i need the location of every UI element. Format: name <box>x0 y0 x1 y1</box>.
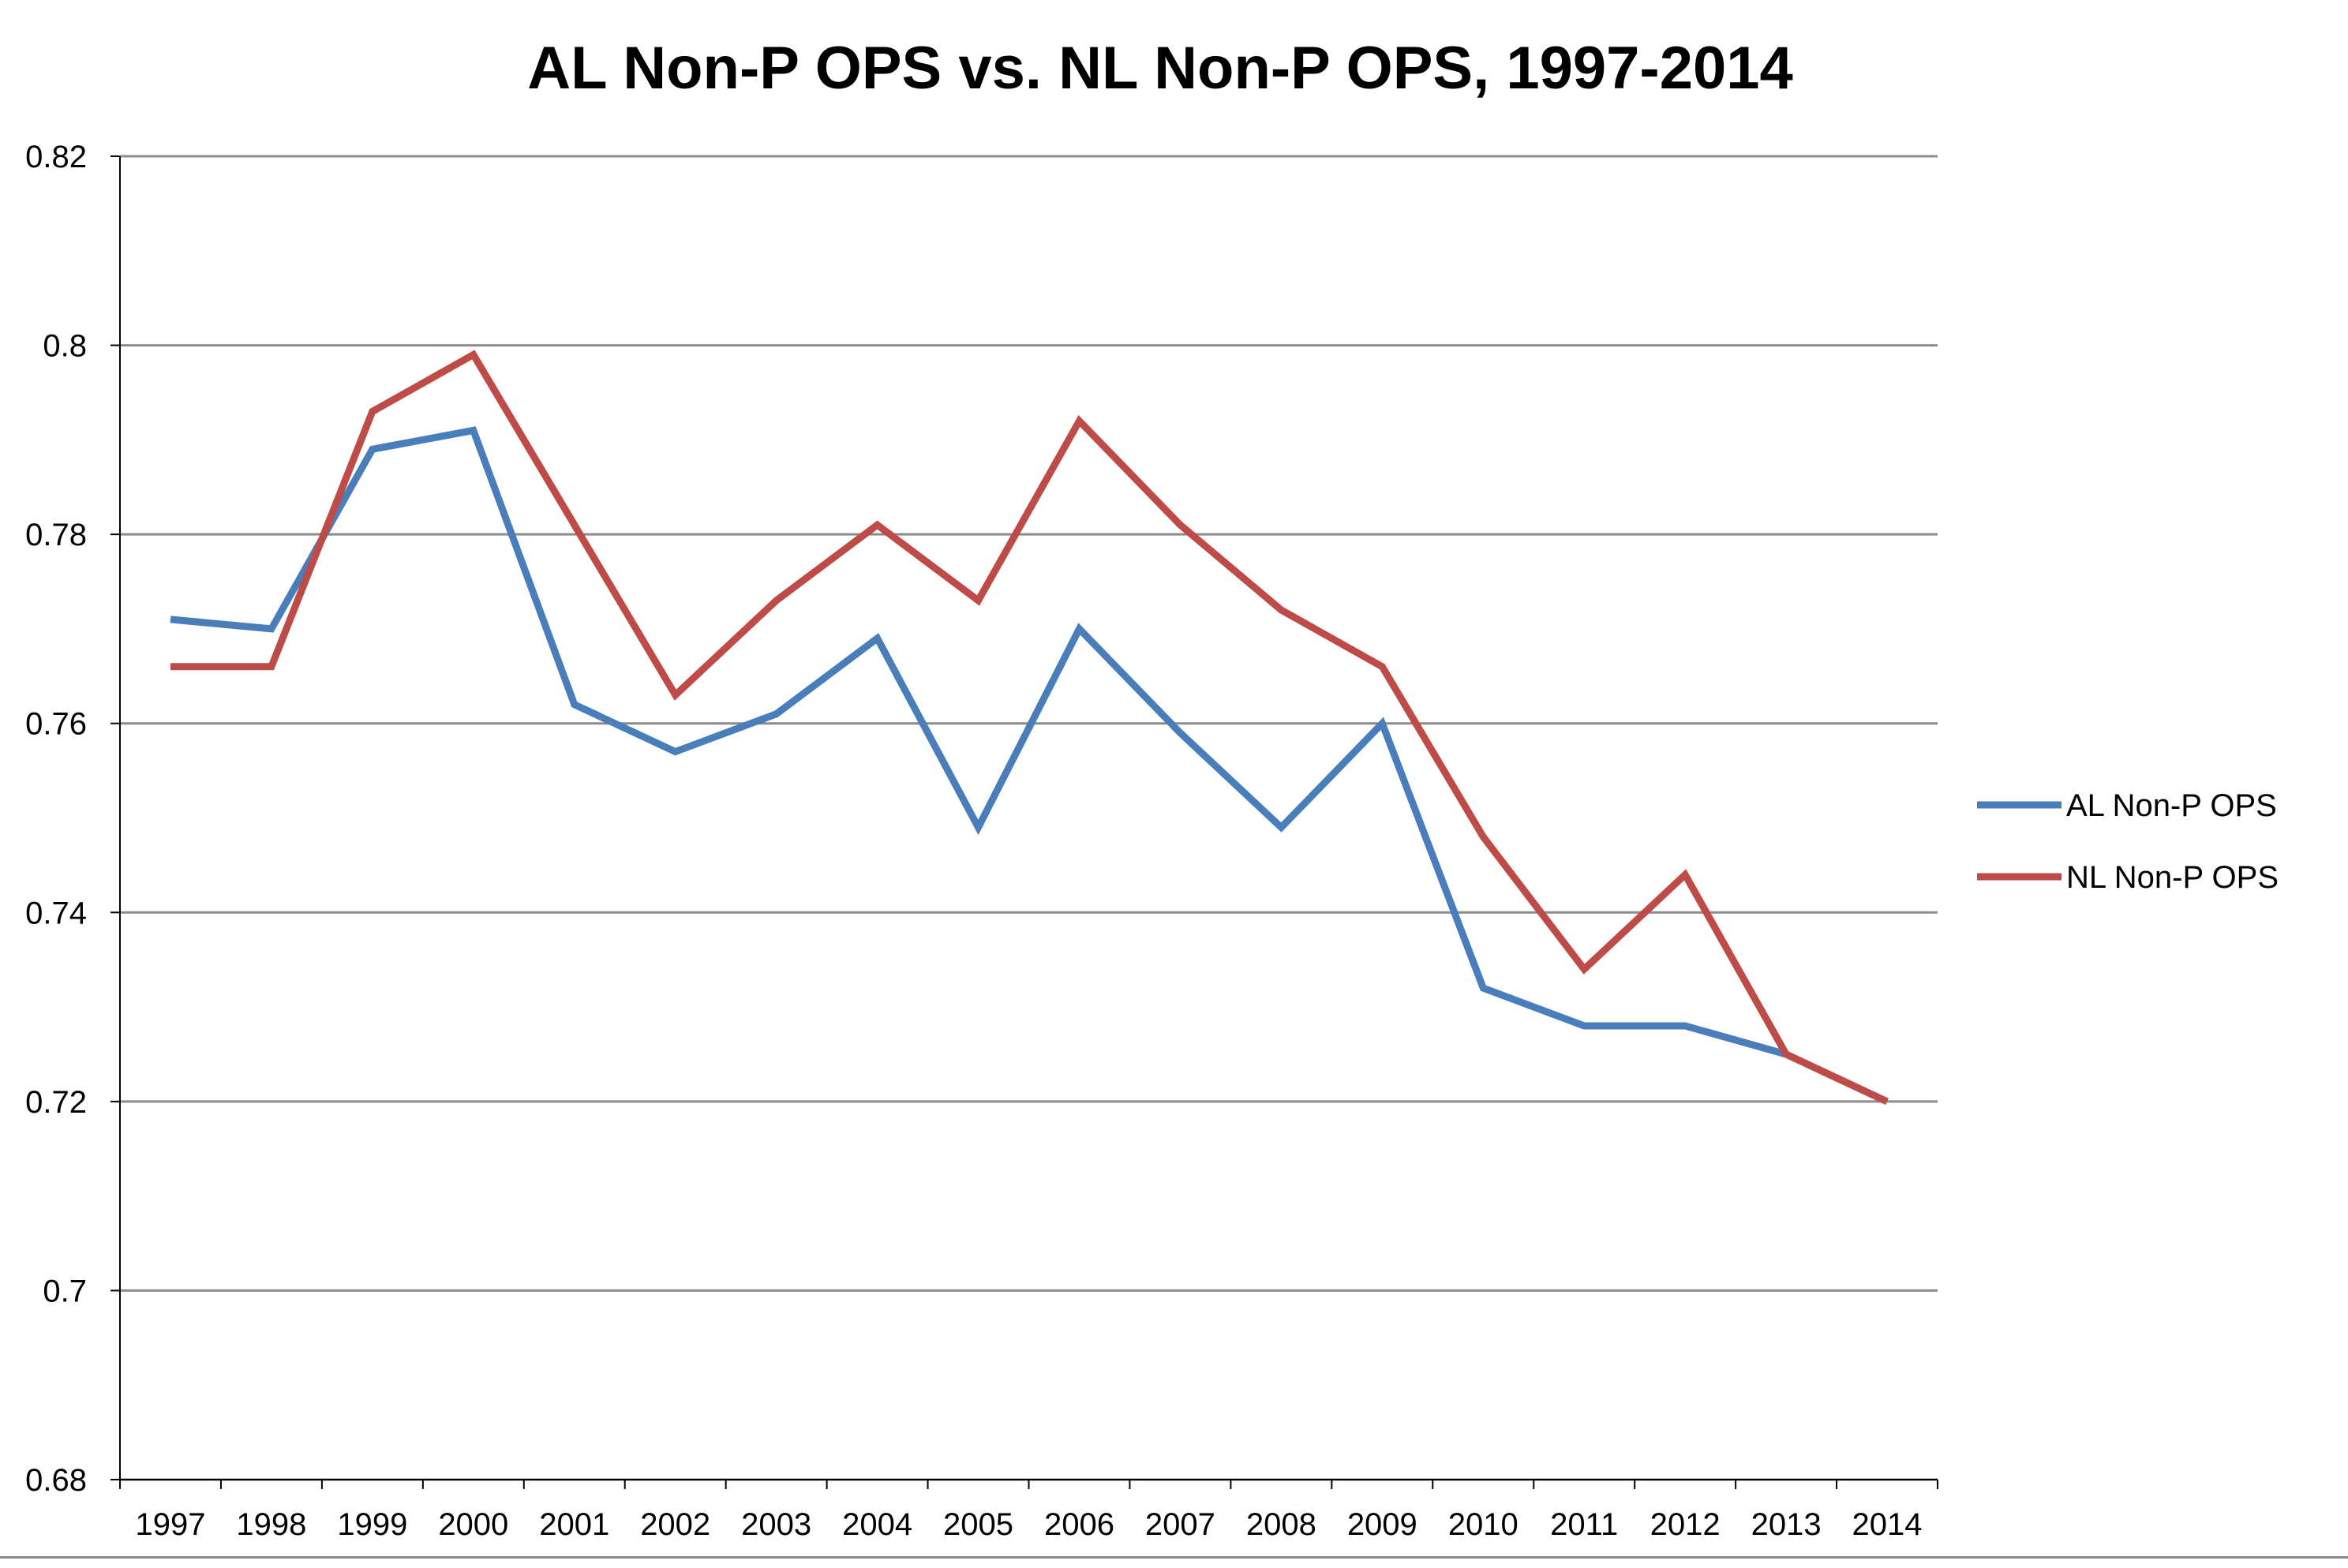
y-tick-label: 0.78 <box>25 518 87 552</box>
x-tick-label: 2008 <box>1246 1507 1316 1542</box>
y-tick-label: 0.74 <box>25 896 87 930</box>
y-tick-label: 0.8 <box>43 329 87 364</box>
legend: AL Non-P OPS NL Non-P OPS <box>1977 788 2279 895</box>
y-tick-label: 0.72 <box>25 1085 87 1120</box>
y-tick-label: 0.76 <box>25 707 87 742</box>
x-tick-label: 2013 <box>1751 1507 1822 1542</box>
x-tick-label: 2003 <box>741 1507 811 1542</box>
axes: 0.68 0.7 0.72 0.74 0.76 0.78 0.8 0.82 1997 1998 19… <box>25 140 1938 1542</box>
y-tick-label: 0.7 <box>43 1274 87 1308</box>
x-tick-label: 2001 <box>539 1507 609 1542</box>
x-tick-label: 2009 <box>1347 1507 1417 1542</box>
bottom-divider <box>0 1556 2348 1559</box>
y-tick-label: 0.68 <box>25 1463 87 1498</box>
x-tick-label: 2002 <box>640 1507 710 1542</box>
x-tick-label: 2014 <box>1852 1507 1923 1542</box>
x-tick-label: 1997 <box>135 1507 205 1542</box>
series-line-al-non-p-ops <box>170 430 1887 1102</box>
x-tick-label: 2010 <box>1448 1507 1519 1542</box>
x-tick-label: 2005 <box>943 1507 1013 1542</box>
y-tick-label: 0.82 <box>25 140 87 174</box>
x-tick-label: 1999 <box>337 1507 407 1542</box>
legend-label: NL Non-P OPS <box>2066 860 2279 895</box>
legend-label: AL Non-P OPS <box>2066 788 2277 823</box>
x-tick-label: 2006 <box>1044 1507 1114 1542</box>
chart-title: AL Non-P OPS vs. NL Non-P OPS, 1997-2014 <box>527 35 1793 102</box>
gridlines <box>120 156 1938 1480</box>
x-tick-label: 2012 <box>1650 1507 1721 1542</box>
x-tick-label: 1998 <box>236 1507 306 1542</box>
x-tick-label: 2007 <box>1145 1507 1215 1542</box>
series-lines <box>170 354 1887 1102</box>
x-tick-label: 2000 <box>438 1507 508 1542</box>
x-tick-label: 2004 <box>842 1507 912 1542</box>
x-tick-label: 2011 <box>1550 1507 1618 1542</box>
